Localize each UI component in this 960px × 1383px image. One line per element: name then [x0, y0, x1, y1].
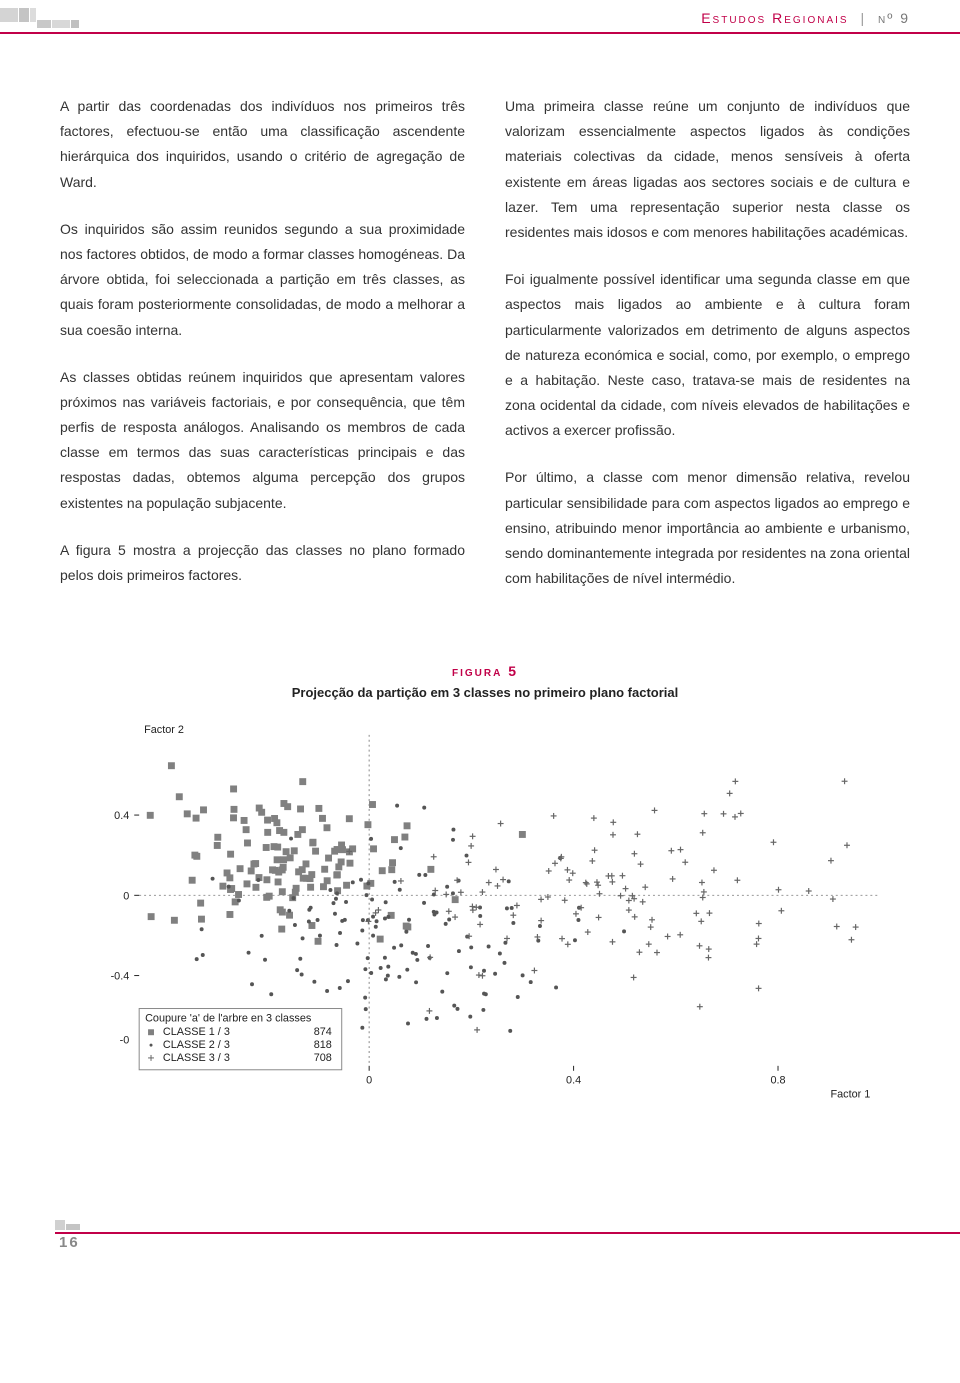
- svg-text:CLASSE 3 / 3: CLASSE 3 / 3: [163, 1052, 230, 1064]
- figure-label: figura 5: [60, 663, 910, 679]
- paragraph: Uma primeira classe reúne um conjunto de…: [505, 94, 910, 245]
- paragraph: A figura 5 mostra a projecção das classe…: [60, 538, 465, 588]
- svg-text:-0.4: -0.4: [111, 971, 130, 983]
- svg-text:-0: -0: [120, 1035, 130, 1047]
- right-column: Uma primeira classe reúne um conjunto de…: [505, 94, 910, 613]
- svg-text:Factor 2: Factor 2: [144, 724, 184, 736]
- figure-caption: Projecção da partição em 3 classes no pr…: [60, 685, 910, 700]
- svg-text:0.8: 0.8: [770, 1075, 785, 1087]
- figure-5: figura 5 Projecção da partição em 3 clas…: [60, 663, 910, 1140]
- separator: |: [860, 10, 866, 26]
- svg-text:0.4: 0.4: [566, 1075, 581, 1087]
- footer-ornament: [55, 1220, 960, 1230]
- paragraph: A partir das coordenadas dos indivíduos …: [60, 94, 465, 195]
- svg-text:0: 0: [123, 891, 129, 903]
- svg-text:708: 708: [314, 1052, 332, 1064]
- svg-text:0: 0: [366, 1075, 372, 1087]
- paragraph: Os inquiridos são assim reunidos segundo…: [60, 217, 465, 343]
- left-column: A partir das coordenadas dos indivíduos …: [60, 94, 465, 613]
- svg-text:CLASSE 2 / 3: CLASSE 2 / 3: [163, 1039, 230, 1051]
- page-number: 16: [59, 1234, 960, 1251]
- page-header: Estudos Regionais | nº 9: [0, 0, 960, 34]
- svg-text:Factor 1: Factor 1: [831, 1089, 871, 1101]
- scatter-chart: 0 0.4 0.8 -0.4 0 0.4 -0 Factor 1 Factor 2 Coupure…: [70, 720, 900, 1140]
- paragraph: As classes obtidas reúnem inquiridos que…: [60, 365, 465, 516]
- svg-text:818: 818: [314, 1039, 332, 1051]
- svg-text:874: 874: [314, 1027, 332, 1039]
- svg-text:CLASSE 1 / 3: CLASSE 1 / 3: [163, 1027, 230, 1039]
- journal-title: Estudos Regionais: [701, 10, 848, 26]
- paragraph: Por último, a classe com menor dimensão …: [505, 465, 910, 591]
- chart-svg: 0 0.4 0.8 -0.4 0 0.4 -0 Factor 1 Factor 2 Coupure…: [70, 720, 900, 1135]
- paragraph: Foi igualmente possível identificar uma …: [505, 267, 910, 443]
- two-column-layout: A partir das coordenadas dos indivíduos …: [60, 94, 910, 613]
- issue-number: nº 9: [878, 10, 910, 26]
- page-content: A partir das coordenadas dos indivíduos …: [0, 34, 960, 1170]
- svg-text:0.4: 0.4: [114, 810, 129, 822]
- svg-text:Coupure 'a' de l'arbre en 3 c: Coupure 'a' de l'arbre en 3 classes: [145, 1013, 312, 1025]
- running-head: Estudos Regionais | nº 9: [701, 10, 910, 26]
- page-footer: 16: [0, 1220, 960, 1271]
- header-ornament: [0, 8, 79, 28]
